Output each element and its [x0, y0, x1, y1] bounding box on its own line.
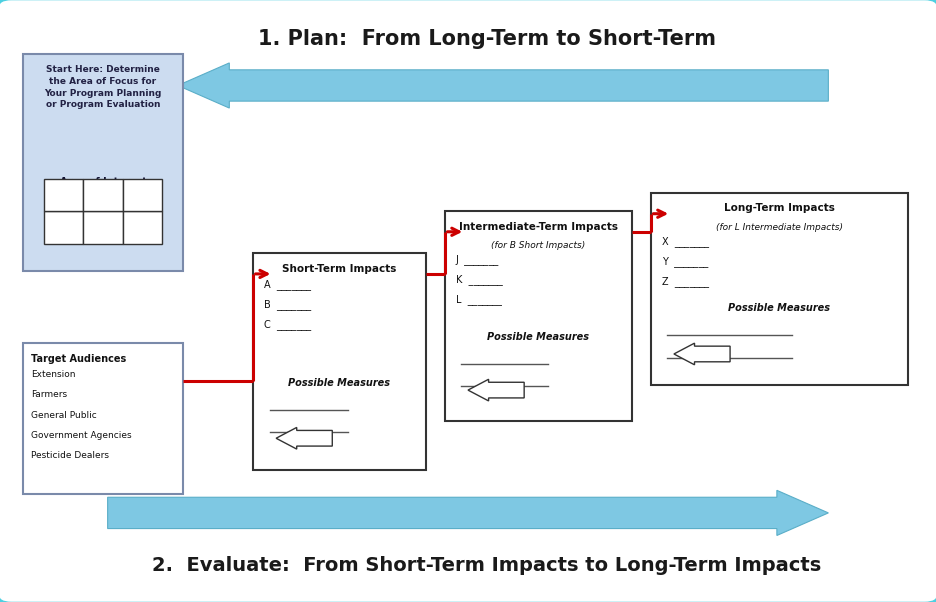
Text: Y  _______: Y _______	[662, 256, 708, 267]
Text: Intermediate-Term Impacts: Intermediate-Term Impacts	[459, 222, 618, 232]
Text: Possible Measures: Possible Measures	[728, 303, 830, 313]
FancyArrow shape	[178, 63, 828, 108]
Text: Target Audiences: Target Audiences	[31, 354, 126, 364]
Text: C  _______: C _______	[264, 319, 311, 330]
Text: Farmers: Farmers	[31, 390, 67, 399]
FancyBboxPatch shape	[23, 343, 183, 494]
Text: L  _______: L _______	[456, 294, 502, 305]
Text: Extension: Extension	[31, 370, 76, 379]
FancyArrow shape	[674, 343, 730, 365]
Text: (for L Intermediate Impacts): (for L Intermediate Impacts)	[716, 223, 842, 232]
Text: J  _______: J _______	[456, 254, 499, 265]
Text: Short-Term Impacts: Short-Term Impacts	[282, 264, 397, 274]
FancyBboxPatch shape	[23, 54, 183, 271]
Text: B  _______: B _______	[264, 299, 311, 310]
Text: 1. Plan:  From Long-Term to Short-Term: 1. Plan: From Long-Term to Short-Term	[257, 29, 716, 49]
Text: Possible Measures: Possible Measures	[288, 378, 390, 388]
Text: K  _______: K _______	[456, 274, 503, 285]
FancyArrow shape	[276, 427, 332, 449]
Bar	[83, 179, 123, 211]
Bar	[83, 211, 123, 244]
FancyBboxPatch shape	[445, 211, 632, 421]
Text: Area of Interest: Area of Interest	[60, 177, 146, 187]
Text: X  _______: X _______	[662, 236, 709, 247]
FancyArrow shape	[108, 490, 828, 536]
Text: General Public: General Public	[31, 411, 96, 420]
FancyBboxPatch shape	[253, 253, 426, 470]
Text: 2.  Evaluate:  From Short-Term Impacts to Long-Term Impacts: 2. Evaluate: From Short-Term Impacts to …	[152, 556, 822, 576]
Text: Pesticide Dealers: Pesticide Dealers	[31, 452, 109, 461]
FancyBboxPatch shape	[651, 193, 908, 385]
Text: A  _______: A _______	[264, 279, 311, 290]
Text: (for B Short Impacts): (for B Short Impacts)	[491, 241, 585, 250]
Bar	[44, 211, 83, 244]
Text: Government Agencies: Government Agencies	[31, 431, 132, 440]
Bar	[123, 179, 162, 211]
Text: Start Here: Determine
the Area of Focus for
Your Program Planning
or Program Eva: Start Here: Determine the Area of Focus …	[44, 65, 162, 110]
Text: Possible Measures: Possible Measures	[488, 332, 589, 342]
FancyArrow shape	[468, 379, 524, 401]
Text: Z  _______: Z _______	[662, 276, 709, 287]
Bar	[123, 211, 162, 244]
Text: Long-Term Impacts: Long-Term Impacts	[724, 203, 835, 214]
Bar	[44, 179, 83, 211]
